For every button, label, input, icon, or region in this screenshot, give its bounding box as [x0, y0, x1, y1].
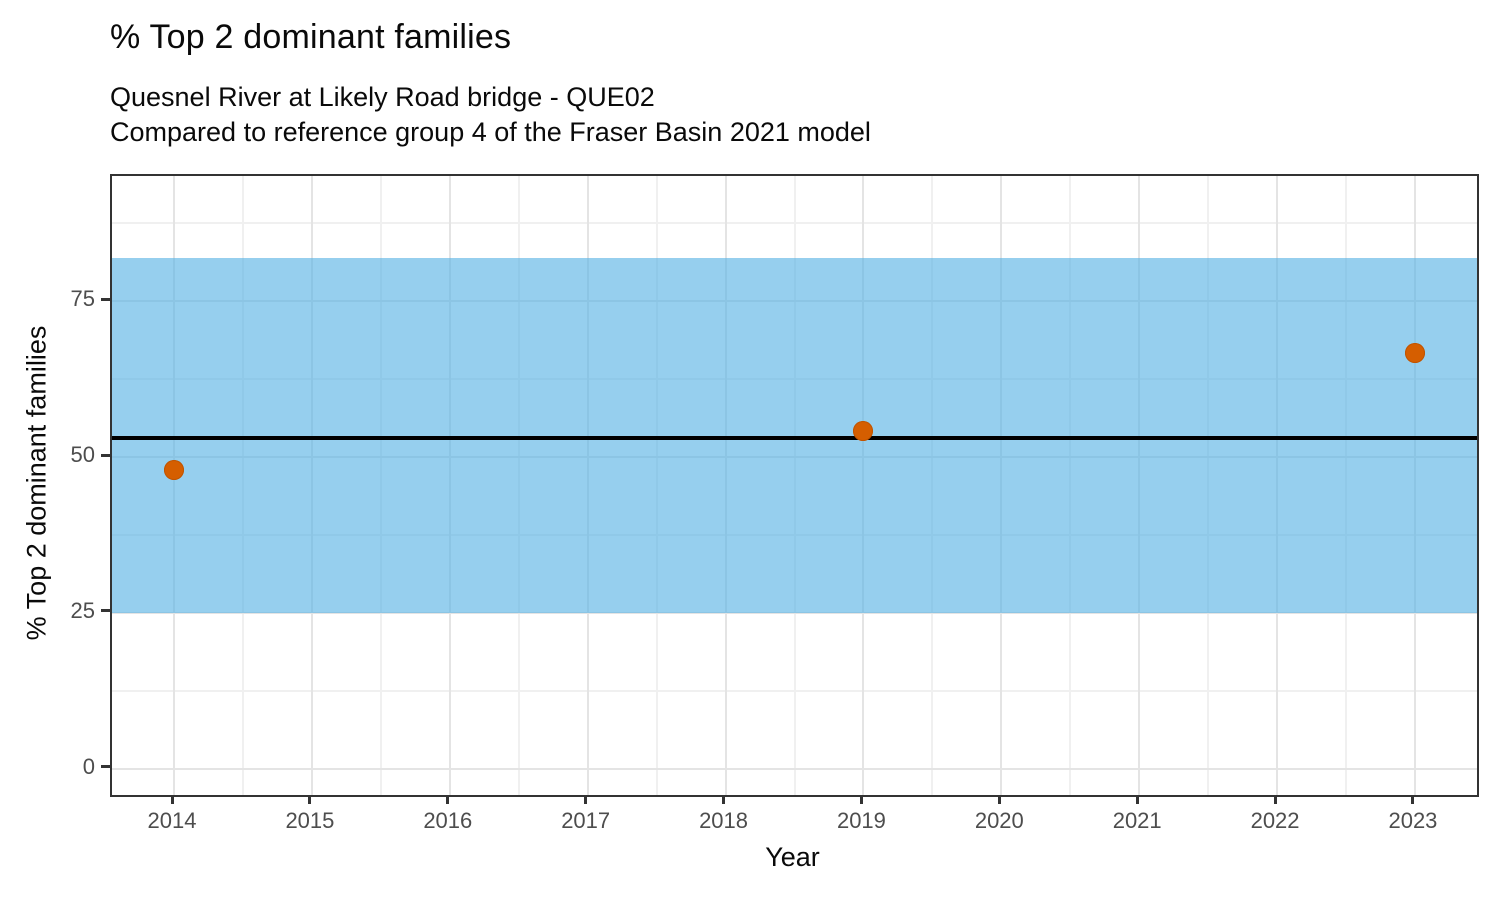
y-tick-25	[101, 609, 110, 613]
x-tick-2015	[308, 795, 312, 804]
x-tick-2020	[997, 795, 1001, 804]
gridline-y-major	[112, 611, 1477, 614]
x-tick-2021	[1135, 795, 1139, 804]
x-tick-2017	[584, 795, 588, 804]
x-tick-label-2022: 2022	[1250, 808, 1300, 833]
x-axis-title: Year	[765, 842, 820, 872]
y-tick-label-75: 75	[70, 286, 95, 312]
plot-panel	[110, 174, 1479, 797]
x-tick-label-2023: 2023	[1388, 808, 1438, 833]
x-tick-2014	[170, 795, 174, 804]
reference-line	[112, 436, 1477, 441]
chart-subtitle: Quesnel River at Likely Road bridge - QU…	[110, 80, 871, 150]
x-tick-label-2014: 2014	[147, 808, 197, 833]
gridline-y-minor	[112, 689, 1477, 692]
x-tick-2022	[1273, 795, 1277, 804]
data-point-2014	[164, 459, 185, 480]
data-point-2019	[853, 420, 874, 441]
y-tick-75	[101, 297, 110, 301]
chart-subtitle-line1: Quesnel River at Likely Road bridge - QU…	[110, 82, 655, 112]
x-tick-label-2021: 2021	[1112, 808, 1162, 833]
x-tick-label-2019: 2019	[836, 808, 886, 833]
gridline-y-minor	[112, 222, 1477, 225]
x-tick-2016	[446, 795, 450, 804]
y-tick-label-50: 50	[70, 442, 95, 468]
x-tick-label-2015: 2015	[285, 808, 335, 833]
y-tick-label-25: 25	[70, 597, 95, 623]
y-tick-50	[101, 453, 110, 457]
data-point-2023	[1404, 343, 1425, 364]
reference-band	[112, 257, 1477, 613]
y-axis-title: % Top 2 dominant families	[21, 325, 52, 641]
x-tick-label-2018: 2018	[699, 808, 749, 833]
x-tick-2018	[722, 795, 726, 804]
y-tick-0	[101, 765, 110, 769]
x-tick-label-2020: 2020	[974, 808, 1024, 833]
chart-subtitle-line2: Compared to reference group 4 of the Fra…	[110, 117, 871, 147]
chart-title: % Top 2 dominant families	[110, 18, 512, 56]
x-tick-2023	[1411, 795, 1415, 804]
gridline-y-major	[112, 767, 1477, 770]
x-tick-label-2016: 2016	[423, 808, 473, 833]
x-tick-2019	[859, 795, 863, 804]
x-tick-label-2017: 2017	[561, 808, 611, 833]
y-tick-label-0: 0	[82, 753, 95, 779]
